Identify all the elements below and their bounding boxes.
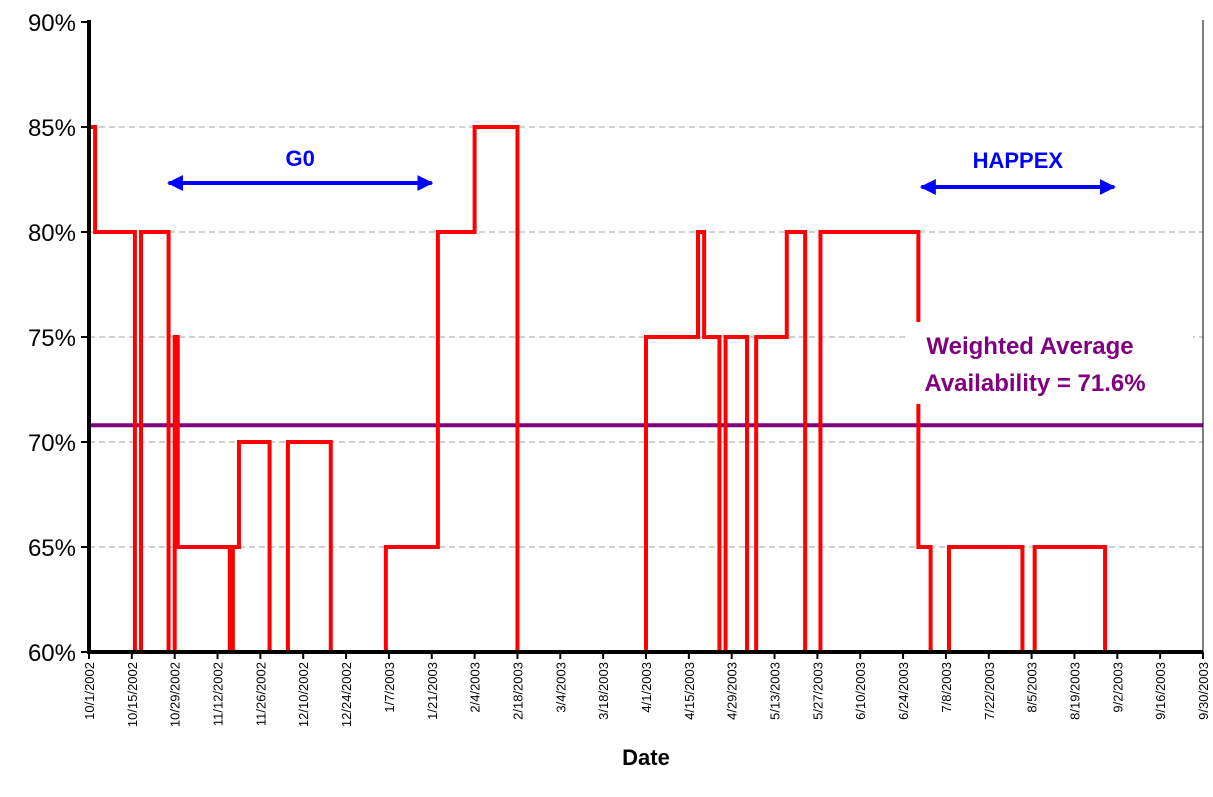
series-point [818,230,822,234]
x-tick-label: 7/22/2003 [982,662,997,720]
x-tick-label: 10/29/2002 [168,662,183,727]
average-label-line1: Weighted Average [926,333,1133,360]
g0-run-label: G0 [285,146,314,171]
x-tick-label: 7/8/2003 [939,662,954,713]
x-tick-label: 9/16/2003 [1153,662,1168,720]
series-point [916,545,920,549]
series-point [93,230,97,234]
series-point [947,545,951,549]
series-point [286,440,290,444]
series-point [754,335,758,339]
y-axis-ticks: 60% 65% 70% 75% 80% 85% 90% [28,10,89,667]
x-tick-label: 9/2/2003 [1110,662,1125,713]
x-tick-label: 8/5/2003 [1025,662,1040,713]
x-tick-label: 6/24/2003 [896,662,911,720]
x-tick-label: 4/29/2003 [725,662,740,720]
x-tick-label: 8/19/2003 [1067,662,1082,720]
y-tick-label: 65% [28,535,76,562]
series-point [173,335,177,339]
x-tick-label: 10/15/2002 [125,662,140,727]
series-point [724,335,728,339]
series-point [176,545,180,549]
series-point [139,230,143,234]
y-tick-label: 80% [28,220,76,247]
y-tick-label: 85% [28,115,76,142]
average-label-box [908,322,1193,404]
x-tick-label: 12/24/2002 [339,662,354,727]
series-point [644,335,648,339]
series-point [702,335,706,339]
series-point [1033,545,1037,549]
series-point [436,230,440,234]
x-tick-label: 12/10/2002 [296,662,311,727]
series-point [473,125,477,129]
x-tick-label: 3/18/2003 [596,662,611,720]
annotations-layer: G0 HAPPEX Weighted Average Availability = 7… [166,146,1193,404]
y-tick-label: 90% [28,10,76,37]
x-tick-label: 2/18/2003 [510,662,525,720]
x-tick-label: 10/1/2002 [82,662,97,720]
series-point [231,545,235,549]
series-point [696,230,700,234]
x-tick-label: 9/30/2003 [1196,662,1211,720]
gridlines [89,126,1203,548]
series-point [785,230,789,234]
x-axis-ticks: 10/1/2002 10/15/2002 10/29/2002 11/12/2002 1… [82,652,1211,727]
y-tick-label: 60% [28,640,76,667]
x-tick-label: 3/4/2003 [553,662,568,713]
y-tick-label: 75% [28,325,76,352]
series-point [237,440,241,444]
x-tick-label: 5/27/2003 [810,662,825,720]
x-tick-label: 11/12/2002 [211,662,226,726]
x-axis-label: Date [622,745,670,770]
happex-run-label: HAPPEX [973,148,1064,173]
series-point [384,545,388,549]
x-tick-label: 6/10/2003 [853,662,868,720]
x-tick-label: 1/21/2003 [425,662,440,720]
x-tick-label: 4/1/2003 [639,662,654,713]
x-tick-label: 1/7/2003 [382,662,397,713]
x-tick-label: 11/26/2002 [253,662,268,726]
average-label-line2: Availability = 71.6% [924,370,1145,397]
x-tick-label: 4/15/2003 [682,662,697,720]
x-tick-label: 2/4/2003 [468,662,483,713]
y-tick-label: 70% [28,430,76,457]
x-tick-label: 5/13/2003 [768,662,783,720]
